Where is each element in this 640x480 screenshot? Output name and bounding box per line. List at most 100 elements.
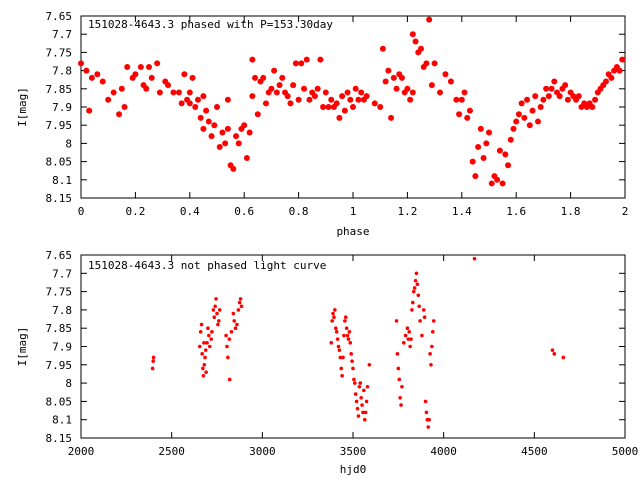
data-point: [619, 56, 626, 63]
y-tick-label: 8.05: [46, 156, 73, 169]
data-point: [330, 319, 334, 323]
data-point: [529, 107, 536, 114]
data-point: [480, 154, 487, 161]
data-point: [411, 300, 415, 305]
data-point: [290, 82, 297, 89]
data-point: [249, 93, 256, 100]
data-point: [494, 176, 501, 183]
data-point: [329, 341, 334, 345]
x-axis-label: hjd0: [340, 463, 367, 476]
data-point: [203, 107, 210, 114]
data-point: [362, 417, 367, 422]
x-tick-label: 1.4: [452, 205, 472, 218]
data-point: [243, 154, 250, 161]
x-tick-label: 5000: [612, 445, 639, 458]
data-point: [239, 304, 244, 309]
data-point: [398, 395, 402, 400]
data-point: [284, 93, 291, 100]
data-point: [602, 78, 609, 85]
data-point: [192, 104, 199, 110]
data-point: [201, 366, 205, 371]
data-point: [427, 417, 431, 422]
y-tick-label: 8: [65, 377, 72, 390]
data-point: [521, 114, 528, 121]
y-axis: 7.65 7.7 7.75 7.8 7.85 7.9 7.95 8 8.05 8.1 8.15: [46, 249, 625, 445]
data-point: [341, 355, 345, 360]
data-point: [397, 377, 402, 382]
data-point: [358, 381, 363, 385]
data-point: [350, 359, 354, 363]
data-point: [407, 96, 414, 103]
data-point: [233, 133, 240, 140]
data-point: [137, 63, 144, 70]
data-point: [143, 85, 150, 92]
data-point: [488, 180, 495, 187]
data-point: [477, 125, 484, 132]
data-point: [426, 425, 431, 429]
data-point: [524, 96, 531, 103]
data-point: [395, 352, 400, 356]
data-point: [518, 100, 525, 107]
data-point: [362, 388, 366, 393]
data-point: [235, 140, 242, 147]
data-point: [219, 129, 226, 136]
data-point: [428, 82, 435, 89]
data-point: [396, 366, 401, 371]
data-point: [428, 352, 432, 356]
data-point: [407, 330, 412, 334]
data-point: [322, 89, 329, 96]
data-point: [311, 93, 318, 100]
data-point: [340, 373, 344, 378]
data-point: [400, 384, 404, 389]
data-point: [314, 85, 321, 92]
data-point: [216, 322, 220, 327]
data-point: [456, 111, 463, 118]
data-point: [550, 348, 555, 352]
data-point: [344, 326, 349, 331]
data-point: [124, 63, 131, 70]
data-point: [431, 60, 438, 67]
y-tick-label: 8.05: [46, 395, 73, 408]
data-point: [359, 395, 363, 400]
x-tick-label: 2000: [68, 445, 95, 458]
data-point: [548, 85, 555, 92]
data-point: [194, 96, 201, 103]
data-point: [151, 355, 156, 360]
y-tick-label: 7.95: [46, 119, 73, 132]
data-point: [156, 89, 163, 96]
data-point: [363, 93, 370, 100]
data-point: [336, 114, 343, 121]
data-point: [325, 104, 332, 110]
data-point: [200, 125, 207, 132]
data-points: [78, 16, 626, 187]
data-point: [345, 333, 350, 338]
data-point: [200, 93, 207, 100]
data-point: [358, 89, 365, 96]
data-points: [150, 256, 566, 429]
x-tick-label: 1.8: [561, 205, 581, 218]
data-point: [338, 355, 343, 360]
data-point: [246, 129, 253, 136]
data-point: [469, 158, 476, 165]
data-point: [411, 289, 416, 294]
data-point: [486, 129, 492, 136]
data-point: [118, 85, 125, 92]
data-point: [351, 366, 355, 371]
data-point: [472, 256, 477, 261]
data-point: [235, 322, 239, 327]
data-point: [422, 315, 427, 320]
data-point: [211, 122, 218, 129]
data-point: [526, 122, 533, 129]
data-point: [414, 271, 419, 276]
data-point: [328, 96, 335, 103]
x-axis: 2000 2500 3000 3500 4000 4500 5000: [68, 255, 639, 458]
data-point: [231, 311, 236, 316]
y-tick-label: 7.65: [46, 249, 73, 262]
data-point: [217, 308, 222, 312]
x-tick-label: 2: [622, 205, 629, 218]
data-point: [510, 125, 517, 132]
data-point: [271, 67, 278, 74]
data-point: [295, 96, 302, 103]
data-point: [361, 410, 365, 415]
